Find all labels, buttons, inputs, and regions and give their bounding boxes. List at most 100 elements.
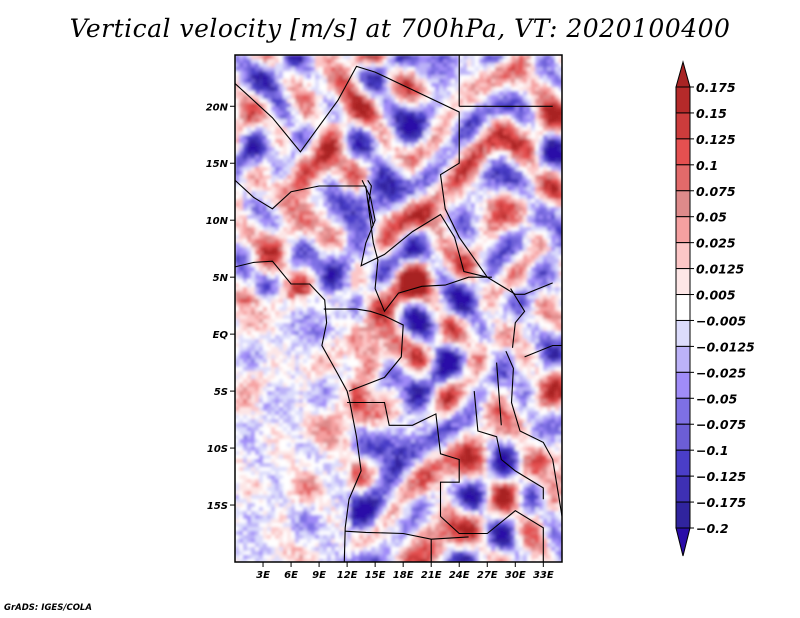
field-cell bbox=[367, 191, 372, 196]
field-cell bbox=[431, 295, 436, 300]
field-cell bbox=[391, 163, 396, 168]
field-cell bbox=[343, 219, 348, 224]
field-cell bbox=[303, 67, 308, 72]
field-cell bbox=[351, 131, 356, 136]
field-cell bbox=[487, 155, 492, 160]
field-cell bbox=[351, 95, 356, 100]
field-cell bbox=[431, 211, 436, 216]
field-cell bbox=[531, 291, 536, 296]
field-cell bbox=[551, 91, 556, 96]
field-cell bbox=[243, 131, 248, 136]
field-cell bbox=[327, 259, 332, 264]
field-cell bbox=[319, 103, 324, 108]
field-cell bbox=[271, 67, 276, 72]
field-cell bbox=[355, 55, 360, 60]
field-cell bbox=[503, 219, 508, 224]
field-cell bbox=[455, 291, 460, 296]
field-cell bbox=[527, 255, 532, 260]
field-cell bbox=[431, 195, 436, 200]
field-cell bbox=[299, 87, 304, 92]
field-cell bbox=[455, 75, 460, 80]
field-cell bbox=[271, 75, 276, 80]
field-cell bbox=[251, 199, 256, 204]
field-cell bbox=[391, 171, 396, 176]
field-cell bbox=[283, 211, 288, 216]
field-cell bbox=[287, 79, 292, 84]
field-cell bbox=[539, 119, 544, 124]
field-cell bbox=[431, 111, 436, 116]
field-cell bbox=[395, 295, 400, 300]
field-cell bbox=[491, 187, 496, 192]
field-cell bbox=[387, 251, 392, 256]
field-cell bbox=[251, 191, 256, 196]
field-cell bbox=[271, 119, 276, 124]
field-cell bbox=[431, 91, 436, 96]
field-cell bbox=[547, 243, 552, 248]
field-cell bbox=[559, 271, 562, 276]
field-cell bbox=[531, 95, 536, 100]
field-cell bbox=[395, 243, 400, 248]
field-cell bbox=[279, 255, 284, 260]
field-cell bbox=[475, 71, 480, 76]
field-cell bbox=[275, 111, 280, 116]
field-cell bbox=[479, 255, 484, 260]
field-cell bbox=[427, 131, 432, 136]
field-cell bbox=[531, 107, 536, 112]
field-cell bbox=[511, 275, 516, 280]
field-cell bbox=[467, 279, 472, 284]
field-cell bbox=[463, 159, 468, 164]
field-cell bbox=[319, 263, 324, 268]
field-cell bbox=[455, 211, 460, 216]
field-cell bbox=[347, 63, 352, 68]
field-cell bbox=[435, 151, 440, 156]
field-cell bbox=[251, 139, 256, 144]
field-cell bbox=[319, 271, 324, 276]
field-cell bbox=[539, 59, 544, 64]
field-cell bbox=[391, 91, 396, 96]
field-cell bbox=[271, 287, 276, 292]
field-cell bbox=[243, 211, 248, 216]
field-cell bbox=[555, 115, 560, 120]
field-cell bbox=[455, 91, 460, 96]
field-cell bbox=[407, 191, 412, 196]
field-cell bbox=[463, 195, 468, 200]
field-cell bbox=[279, 263, 284, 268]
field-cell bbox=[471, 287, 476, 292]
field-cell bbox=[451, 259, 456, 264]
field-cell bbox=[559, 227, 562, 232]
field-cell bbox=[447, 67, 452, 72]
field-cell bbox=[507, 83, 512, 88]
field-cell bbox=[387, 83, 392, 88]
field-cell bbox=[519, 203, 524, 208]
field-cell bbox=[267, 219, 272, 224]
field-cell bbox=[427, 163, 432, 168]
field-cell bbox=[375, 99, 380, 104]
field-cell bbox=[291, 167, 296, 172]
field-cell bbox=[327, 111, 332, 116]
field-cell bbox=[499, 159, 504, 164]
field-cell bbox=[547, 127, 552, 132]
field-cell bbox=[527, 259, 532, 264]
field-cell bbox=[499, 67, 504, 72]
field-cell bbox=[347, 179, 352, 184]
field-cell bbox=[419, 147, 424, 152]
field-cell bbox=[423, 227, 428, 232]
field-cell bbox=[503, 291, 508, 296]
field-cell bbox=[391, 279, 396, 284]
field-cell bbox=[479, 71, 484, 76]
field-cell bbox=[335, 167, 340, 172]
field-cell bbox=[247, 263, 252, 268]
field-cell bbox=[515, 123, 520, 128]
field-cell bbox=[435, 147, 440, 152]
field-cell bbox=[535, 243, 540, 248]
field-cell bbox=[471, 103, 476, 108]
field-cell bbox=[331, 227, 336, 232]
field-cell bbox=[491, 131, 496, 136]
field-cell bbox=[295, 227, 300, 232]
field-cell bbox=[327, 87, 332, 92]
field-cell bbox=[379, 59, 384, 64]
field-cell bbox=[551, 159, 556, 164]
field-cell bbox=[255, 127, 260, 132]
field-cell bbox=[307, 271, 312, 276]
field-cell bbox=[355, 211, 360, 216]
